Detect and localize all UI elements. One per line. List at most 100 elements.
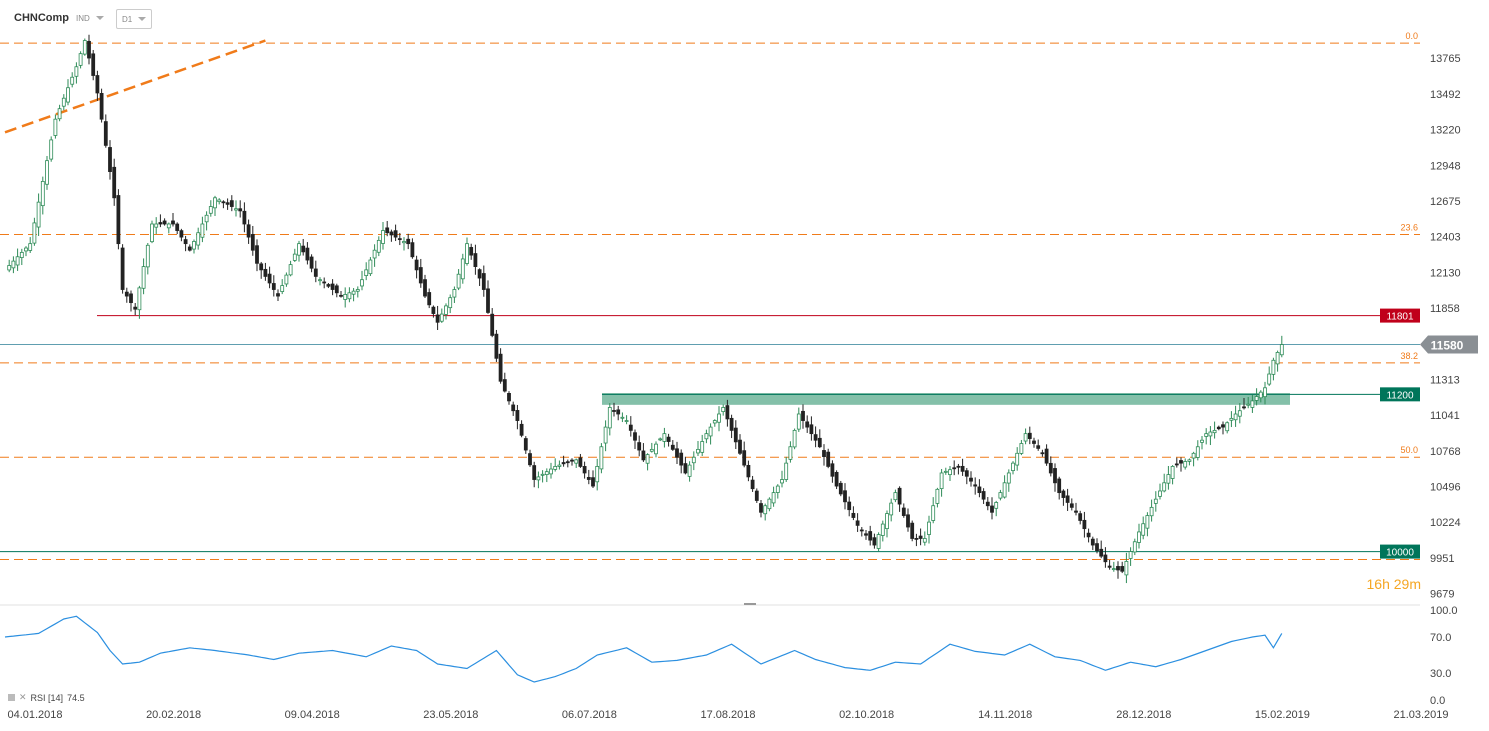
candle-body — [519, 423, 524, 436]
candle-body — [91, 53, 96, 76]
candle-body — [952, 467, 957, 470]
candle-body — [1069, 503, 1074, 508]
price-axis-tick: 12403 — [1430, 232, 1461, 244]
candle-body — [658, 438, 663, 441]
candle-body — [1120, 566, 1125, 572]
candle-body — [918, 535, 923, 539]
candle-body — [717, 413, 721, 423]
candle-body — [1179, 460, 1183, 464]
candle-body — [452, 289, 457, 298]
candle-body — [271, 283, 276, 290]
candle-body — [444, 305, 448, 315]
candle-body — [649, 448, 654, 452]
timeframe-value: D1 — [122, 14, 133, 24]
candle-body — [754, 490, 759, 501]
candle-body — [1023, 433, 1028, 442]
price-axis-tick: 9951 — [1430, 553, 1454, 565]
candle-body — [313, 268, 318, 277]
candle-body — [364, 269, 369, 276]
candle-body — [1216, 426, 1221, 430]
candle-body — [721, 407, 726, 413]
candle-body — [805, 421, 810, 428]
candle-body — [775, 485, 780, 493]
candle-body — [343, 294, 348, 300]
candle-body — [36, 201, 41, 228]
candle-body — [960, 465, 965, 472]
candle-body — [595, 466, 600, 483]
candle-body — [1229, 417, 1234, 421]
candle-body — [1250, 400, 1255, 408]
rsi-line — [4, 615, 1283, 683]
candle-body — [129, 293, 133, 304]
candle-body — [922, 538, 927, 543]
date-axis-tick: 14.11.2018 — [978, 709, 1032, 721]
candle-body — [1057, 478, 1062, 494]
candle-body — [927, 521, 931, 535]
date-axis-tick: 21.03.2019 — [1393, 709, 1448, 721]
candle-body — [641, 450, 646, 461]
candle-body — [1002, 482, 1007, 498]
candle-body — [162, 220, 167, 225]
candle-body — [750, 479, 755, 490]
candle-body — [145, 244, 150, 268]
countdown-minutes: 29 — [1393, 576, 1410, 592]
candle-body — [334, 285, 339, 294]
candle-body — [675, 448, 679, 458]
candle-body — [469, 247, 474, 256]
candle-body — [607, 407, 612, 429]
candle-body — [712, 420, 717, 424]
candle-body — [259, 263, 264, 271]
candle-body — [847, 501, 852, 511]
candle-body — [872, 537, 877, 546]
candle-body — [1149, 506, 1154, 517]
timeframe-select[interactable]: D1 — [116, 9, 153, 29]
price-axis-tick: 11041 — [1430, 410, 1460, 422]
trend-line — [4, 39, 266, 134]
candle-body — [939, 472, 944, 490]
close-icon[interactable]: ✕ — [19, 692, 27, 702]
candle-body — [330, 283, 335, 290]
candle-body — [7, 265, 12, 271]
candle-body — [28, 243, 33, 251]
candle-body — [1242, 406, 1246, 409]
candle-body — [1107, 565, 1112, 568]
candle-body — [15, 256, 20, 266]
indicator-settings-icon[interactable] — [8, 694, 15, 701]
candle-body — [234, 208, 238, 211]
candle-body — [578, 457, 583, 467]
level-badge-11801 — [1380, 308, 1420, 323]
candle-body — [124, 291, 129, 297]
candle-body — [95, 75, 100, 94]
candle-body — [381, 230, 385, 244]
candle-body — [1015, 452, 1020, 466]
candle-body — [1128, 551, 1133, 559]
candle-body — [1065, 495, 1070, 503]
candle-body — [964, 470, 969, 477]
fib-level-label: 50.0 — [1400, 445, 1418, 455]
candle-body — [74, 66, 79, 77]
candle-body — [288, 264, 293, 276]
candle-body — [66, 87, 70, 103]
price-axis-tick: 12675 — [1430, 196, 1461, 208]
candle-body — [1078, 513, 1083, 521]
candle-body — [61, 97, 66, 107]
pane-resize-handle — [744, 603, 756, 605]
candle-body — [1086, 532, 1091, 538]
candle-body — [885, 513, 889, 530]
price-axis-tick: 10768 — [1430, 446, 1461, 458]
instrument-type-select[interactable]: IND — [76, 9, 104, 27]
candle-body — [1279, 344, 1284, 356]
candle-body — [612, 410, 616, 412]
current-price-badge — [1420, 335, 1478, 354]
candle-body — [1200, 439, 1204, 443]
candle-body — [553, 466, 558, 470]
candle-body — [103, 121, 108, 146]
fib-level-label: 23.6 — [1400, 222, 1418, 232]
date-axis-tick: 20.02.2018 — [146, 709, 201, 721]
countdown-minutes-unit: m — [1409, 576, 1421, 592]
candle-body — [322, 281, 327, 284]
candle-body — [376, 239, 381, 253]
candle-body — [263, 268, 268, 277]
candle-body — [120, 247, 125, 290]
